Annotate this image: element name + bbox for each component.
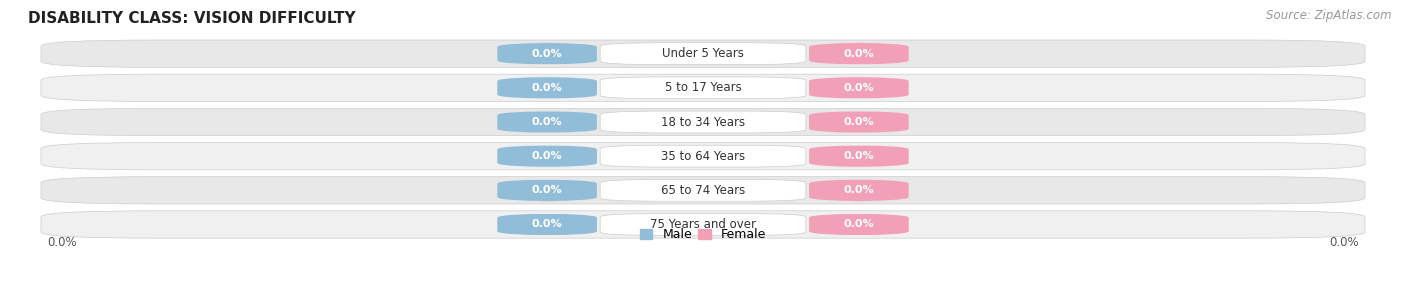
FancyBboxPatch shape xyxy=(498,77,598,99)
FancyBboxPatch shape xyxy=(808,77,908,99)
Text: 0.0%: 0.0% xyxy=(1329,236,1358,249)
FancyBboxPatch shape xyxy=(808,111,908,133)
Text: 0.0%: 0.0% xyxy=(531,220,562,229)
Text: 35 to 64 Years: 35 to 64 Years xyxy=(661,150,745,163)
FancyBboxPatch shape xyxy=(498,179,598,201)
FancyBboxPatch shape xyxy=(808,214,908,235)
FancyBboxPatch shape xyxy=(808,145,908,167)
FancyBboxPatch shape xyxy=(600,43,806,65)
Text: 0.0%: 0.0% xyxy=(531,151,562,161)
FancyBboxPatch shape xyxy=(41,108,1365,136)
FancyBboxPatch shape xyxy=(41,142,1365,170)
FancyBboxPatch shape xyxy=(41,40,1365,67)
FancyBboxPatch shape xyxy=(41,177,1365,204)
Legend: Male, Female: Male, Female xyxy=(636,223,770,246)
FancyBboxPatch shape xyxy=(600,145,806,167)
FancyBboxPatch shape xyxy=(41,74,1365,102)
FancyBboxPatch shape xyxy=(600,214,806,235)
Text: 5 to 17 Years: 5 to 17 Years xyxy=(665,81,741,94)
Text: 0.0%: 0.0% xyxy=(531,185,562,195)
Text: 0.0%: 0.0% xyxy=(531,117,562,127)
Text: 0.0%: 0.0% xyxy=(48,236,77,249)
Text: 0.0%: 0.0% xyxy=(844,117,875,127)
Text: Under 5 Years: Under 5 Years xyxy=(662,47,744,60)
FancyBboxPatch shape xyxy=(498,111,598,133)
FancyBboxPatch shape xyxy=(498,145,598,167)
Text: 0.0%: 0.0% xyxy=(844,49,875,59)
Text: 75 Years and over: 75 Years and over xyxy=(650,218,756,231)
FancyBboxPatch shape xyxy=(41,211,1365,238)
Text: 0.0%: 0.0% xyxy=(531,49,562,59)
Text: 0.0%: 0.0% xyxy=(844,185,875,195)
FancyBboxPatch shape xyxy=(600,179,806,201)
Text: 0.0%: 0.0% xyxy=(844,151,875,161)
FancyBboxPatch shape xyxy=(600,111,806,133)
FancyBboxPatch shape xyxy=(600,77,806,99)
FancyBboxPatch shape xyxy=(808,43,908,65)
Text: 0.0%: 0.0% xyxy=(844,83,875,93)
FancyBboxPatch shape xyxy=(498,43,598,65)
Text: DISABILITY CLASS: VISION DIFFICULTY: DISABILITY CLASS: VISION DIFFICULTY xyxy=(28,11,356,26)
Text: 0.0%: 0.0% xyxy=(844,220,875,229)
Text: 18 to 34 Years: 18 to 34 Years xyxy=(661,116,745,128)
Text: 65 to 74 Years: 65 to 74 Years xyxy=(661,184,745,197)
Text: Source: ZipAtlas.com: Source: ZipAtlas.com xyxy=(1267,9,1392,22)
FancyBboxPatch shape xyxy=(808,179,908,201)
FancyBboxPatch shape xyxy=(498,214,598,235)
Text: 0.0%: 0.0% xyxy=(531,83,562,93)
